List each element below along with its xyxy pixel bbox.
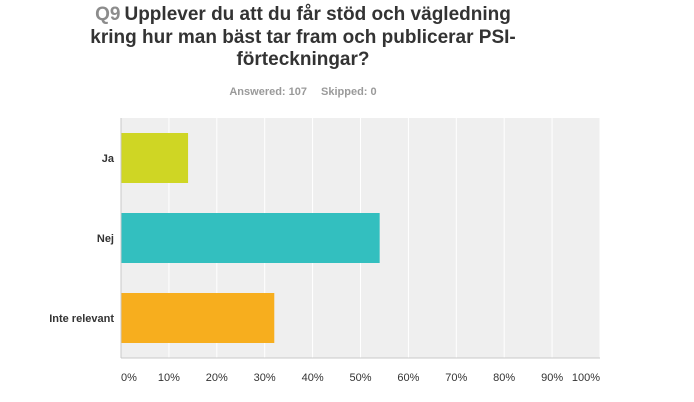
question-text: Upplever du att du får stöd och vägledni… xyxy=(90,4,516,70)
category-label: Nej xyxy=(97,233,114,245)
answered-count: Answered: 107 xyxy=(229,86,308,98)
bar-1 xyxy=(121,213,380,263)
x-tick-label: 70% xyxy=(445,372,467,384)
question-number: Q9 xyxy=(95,4,121,25)
x-tick-label: 100% xyxy=(572,372,600,384)
category-label: Inte relevant xyxy=(49,313,114,325)
x-tick-label: 0% xyxy=(121,372,137,384)
x-tick-label: 30% xyxy=(254,372,276,384)
category-label: Ja xyxy=(102,153,115,165)
x-tick-label: 50% xyxy=(349,372,371,384)
x-tick-label: 80% xyxy=(493,372,515,384)
bar-2 xyxy=(121,293,275,343)
x-tick-label: 10% xyxy=(158,372,180,384)
x-tick-label: 60% xyxy=(397,372,419,384)
question-title: Q9 Upplever du att du får stöd och vägled… xyxy=(80,4,526,72)
bar-0 xyxy=(121,133,189,183)
skipped-count: Skipped: 0 xyxy=(321,86,377,98)
x-tick-label: 40% xyxy=(302,372,324,384)
response-stats: Answered: 107 Skipped: 0 xyxy=(80,86,526,98)
x-tick-label: 90% xyxy=(541,372,563,384)
x-tick-label: 20% xyxy=(206,372,228,384)
